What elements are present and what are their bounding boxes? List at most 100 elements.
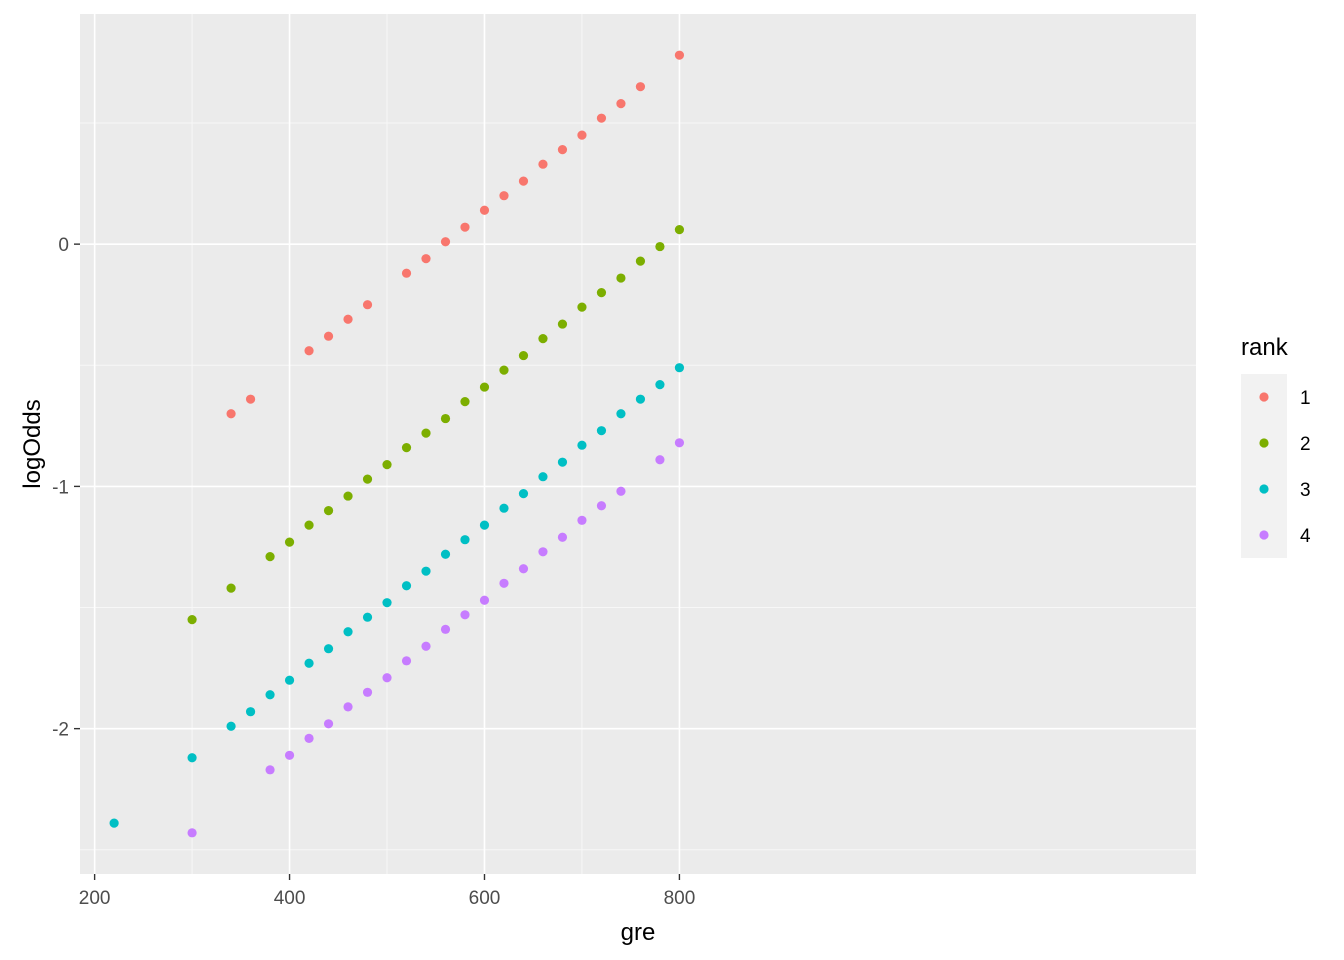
data-point-rank-3 (616, 409, 626, 419)
data-point-rank-3 (655, 380, 665, 390)
y-tick-label: -2 (52, 720, 69, 741)
data-point-rank-3 (401, 581, 412, 591)
data-point-rank-4 (304, 733, 314, 743)
data-point-rank-2 (323, 506, 334, 516)
data-point-rank-2 (440, 413, 451, 424)
minor-gridlines (80, 14, 1196, 874)
x-axis-ticks: 200 400 600 800 (79, 874, 696, 909)
x-tick-label: 800 (664, 888, 696, 909)
data-point-rank-1 (557, 145, 568, 155)
data-point-rank-4 (479, 595, 490, 605)
data-point-rank-2 (187, 615, 197, 625)
legend-label-rank-4: 4 (1300, 526, 1311, 547)
data-point-rank-1 (518, 176, 529, 186)
major-gridlines (80, 14, 1196, 874)
data-point-rank-2 (401, 443, 412, 453)
data-point-rank-1 (538, 159, 548, 169)
x-tick-label: 600 (469, 888, 501, 909)
data-point-rank-3 (557, 457, 568, 467)
data-point-rank-2 (343, 491, 353, 501)
data-point-rank-3 (284, 675, 295, 685)
data-point-rank-4 (265, 765, 275, 775)
data-point-rank-2 (460, 397, 470, 407)
data-point-rank-1 (460, 222, 470, 232)
data-point-rank-2 (499, 365, 509, 375)
data-point-rank-2 (421, 428, 431, 438)
x-tick-label: 400 (274, 888, 306, 909)
data-point-rank-3 (323, 644, 334, 654)
data-point-rank-2 (518, 350, 529, 361)
data-point-rank-2 (265, 552, 275, 562)
data-point-rank-1 (304, 346, 314, 356)
data-point-rank-1 (323, 331, 334, 341)
data-point-rank-2 (382, 459, 392, 470)
data-point-rank-2 (655, 241, 665, 252)
data-points (109, 50, 685, 838)
data-point-rank-1 (674, 50, 685, 60)
data-point-rank-3 (245, 707, 256, 717)
data-point-rank-4 (421, 641, 431, 651)
data-point-rank-3 (265, 690, 275, 700)
data-point-rank-1 (577, 130, 587, 140)
data-point-rank-4 (323, 719, 334, 729)
data-point-rank-3 (460, 535, 470, 545)
data-point-rank-3 (362, 612, 373, 622)
data-point-rank-1 (401, 268, 412, 278)
data-point-rank-4 (382, 673, 392, 683)
data-point-rank-1 (635, 82, 646, 92)
y-tick-label: -1 (52, 477, 69, 498)
data-point-rank-4 (362, 687, 373, 697)
x-tick-label: 200 (79, 888, 111, 909)
data-point-rank-2 (635, 256, 646, 266)
x-axis-title: gre (621, 919, 656, 946)
data-point-rank-1 (362, 300, 373, 310)
data-point-rank-3 (343, 627, 353, 637)
legend-key-background (1241, 374, 1287, 558)
data-point-rank-2 (304, 520, 314, 530)
legend-key-rank-2 (1259, 438, 1269, 448)
y-axis-ticks: -2 -1 0 (52, 235, 80, 741)
data-point-rank-4 (187, 828, 197, 838)
data-point-rank-3 (538, 472, 548, 482)
data-point-rank-1 (226, 409, 236, 419)
data-point-rank-4 (674, 438, 685, 448)
data-point-rank-3 (499, 503, 509, 513)
data-point-rank-3 (440, 549, 451, 559)
data-point-rank-2 (226, 583, 236, 593)
data-point-rank-3 (479, 520, 490, 530)
data-point-rank-2 (596, 287, 607, 298)
data-point-rank-3 (421, 566, 431, 576)
data-point-rank-3 (382, 598, 392, 608)
data-point-rank-2 (616, 273, 626, 283)
data-point-rank-4 (343, 702, 353, 712)
data-point-rank-4 (440, 624, 451, 634)
legend-title: rank (1241, 334, 1289, 361)
legend-label-rank-1: 1 (1300, 388, 1311, 409)
legend-label-rank-3: 3 (1300, 480, 1311, 501)
data-point-rank-2 (479, 382, 490, 392)
data-point-rank-4 (518, 564, 529, 574)
data-point-rank-4 (284, 750, 295, 760)
data-point-rank-4 (616, 486, 626, 496)
data-point-rank-4 (499, 578, 509, 588)
data-point-rank-4 (538, 547, 548, 557)
data-point-rank-2 (538, 334, 548, 344)
data-point-rank-2 (674, 225, 685, 235)
legend-key-rank-1 (1259, 392, 1269, 402)
data-point-rank-1 (343, 314, 353, 324)
data-point-rank-4 (401, 656, 412, 666)
data-point-rank-1 (479, 205, 490, 215)
y-tick-label: 0 (58, 235, 69, 256)
data-point-rank-1 (499, 191, 509, 201)
data-point-rank-3 (226, 721, 236, 731)
legend-key-rank-3 (1259, 484, 1269, 494)
data-point-rank-3 (674, 363, 685, 373)
data-point-rank-3 (109, 818, 119, 828)
data-point-rank-3 (518, 489, 529, 499)
data-point-rank-4 (655, 455, 665, 465)
data-point-rank-2 (577, 302, 587, 312)
data-point-rank-2 (557, 319, 568, 329)
data-point-rank-4 (596, 501, 607, 511)
data-point-rank-3 (304, 658, 314, 668)
